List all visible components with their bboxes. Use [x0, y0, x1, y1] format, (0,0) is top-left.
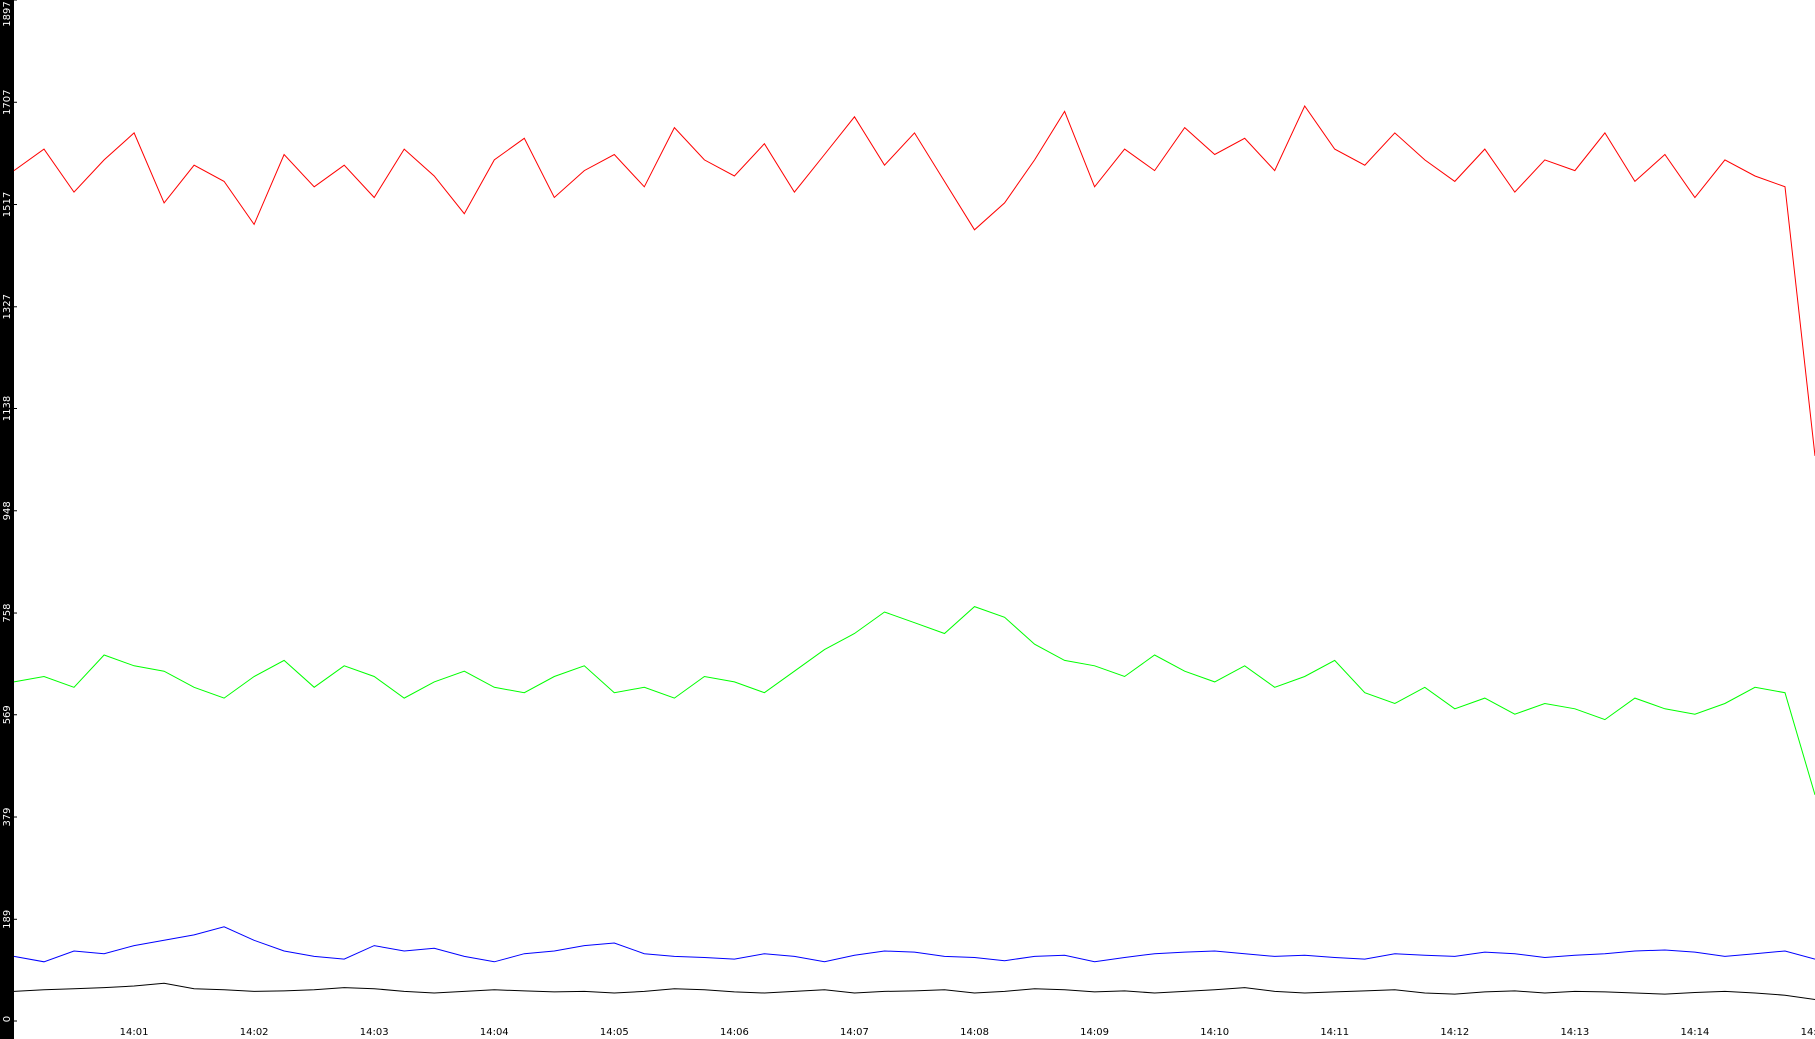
- x-tick-label: 14:08: [960, 1027, 989, 1038]
- y-tick-label: 189: [2, 910, 13, 929]
- line-series: [13, 982, 1815, 1000]
- y-tick-label: 1138: [2, 396, 13, 421]
- x-tick-label: 14:15: [1801, 1027, 1815, 1038]
- line-series: [13, 926, 1815, 963]
- y-tick-label: 1327: [2, 294, 13, 319]
- x-tick-label: 14:04: [480, 1027, 509, 1038]
- x-tick-label: 14:05: [600, 1027, 629, 1038]
- y-tick-label: 379: [2, 807, 13, 826]
- y-tick-label: 1897: [2, 1, 13, 26]
- x-tick-label: 14:10: [1200, 1027, 1229, 1038]
- x-tick-label: 14:02: [240, 1027, 269, 1038]
- x-tick-label: 14:06: [720, 1027, 749, 1038]
- y-tick-label: 0: [2, 1016, 13, 1022]
- x-tick-label: 14:01: [120, 1027, 149, 1038]
- x-tick-label: 14:12: [1440, 1027, 1469, 1038]
- line-series: [13, 606, 1815, 796]
- y-axis-bar: [0, 0, 14, 1039]
- x-tick-label: 14:11: [1320, 1027, 1349, 1038]
- y-tick-label: 758: [2, 603, 13, 622]
- x-tick-label: 14:09: [1080, 1027, 1109, 1038]
- y-tick-label: 948: [2, 501, 13, 520]
- x-tick-label: 14:13: [1560, 1027, 1589, 1038]
- line-series: [13, 104, 1815, 456]
- x-tick-label: 14:14: [1681, 1027, 1710, 1038]
- y-tick-label: 1707: [2, 90, 13, 115]
- x-tick-label: 14:07: [840, 1027, 869, 1038]
- y-tick-label: 569: [2, 705, 13, 724]
- x-tick-label: 14:03: [360, 1027, 389, 1038]
- y-tick-label: 1517: [2, 192, 13, 217]
